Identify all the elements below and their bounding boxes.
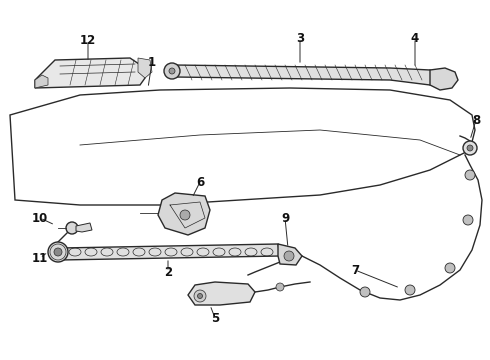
Polygon shape <box>188 282 255 305</box>
Circle shape <box>197 293 202 298</box>
Polygon shape <box>138 58 152 78</box>
Circle shape <box>445 263 455 273</box>
Text: 9: 9 <box>281 211 289 225</box>
Circle shape <box>465 170 475 180</box>
Circle shape <box>48 242 68 262</box>
Text: 2: 2 <box>164 266 172 279</box>
Text: 12: 12 <box>80 33 96 46</box>
Circle shape <box>169 68 175 74</box>
Text: 5: 5 <box>211 311 219 324</box>
Text: 3: 3 <box>296 31 304 45</box>
Text: 10: 10 <box>32 211 48 225</box>
Polygon shape <box>35 75 48 88</box>
Circle shape <box>467 145 473 151</box>
Circle shape <box>276 283 284 291</box>
Polygon shape <box>430 68 458 90</box>
Circle shape <box>194 290 206 302</box>
Text: 1: 1 <box>148 55 156 68</box>
Circle shape <box>284 251 294 261</box>
Polygon shape <box>278 244 302 265</box>
Polygon shape <box>55 244 280 260</box>
Polygon shape <box>76 223 92 232</box>
Circle shape <box>180 210 190 220</box>
Polygon shape <box>158 193 210 235</box>
Text: 7: 7 <box>351 264 359 276</box>
Circle shape <box>360 287 370 297</box>
Circle shape <box>463 215 473 225</box>
Polygon shape <box>35 58 145 88</box>
Text: 6: 6 <box>196 175 204 189</box>
Circle shape <box>54 248 62 256</box>
Circle shape <box>164 63 180 79</box>
Text: 4: 4 <box>411 31 419 45</box>
Text: 8: 8 <box>472 113 480 126</box>
Circle shape <box>463 141 477 155</box>
Circle shape <box>66 222 78 234</box>
Circle shape <box>405 285 415 295</box>
Polygon shape <box>168 65 440 85</box>
Text: 11: 11 <box>32 252 48 265</box>
